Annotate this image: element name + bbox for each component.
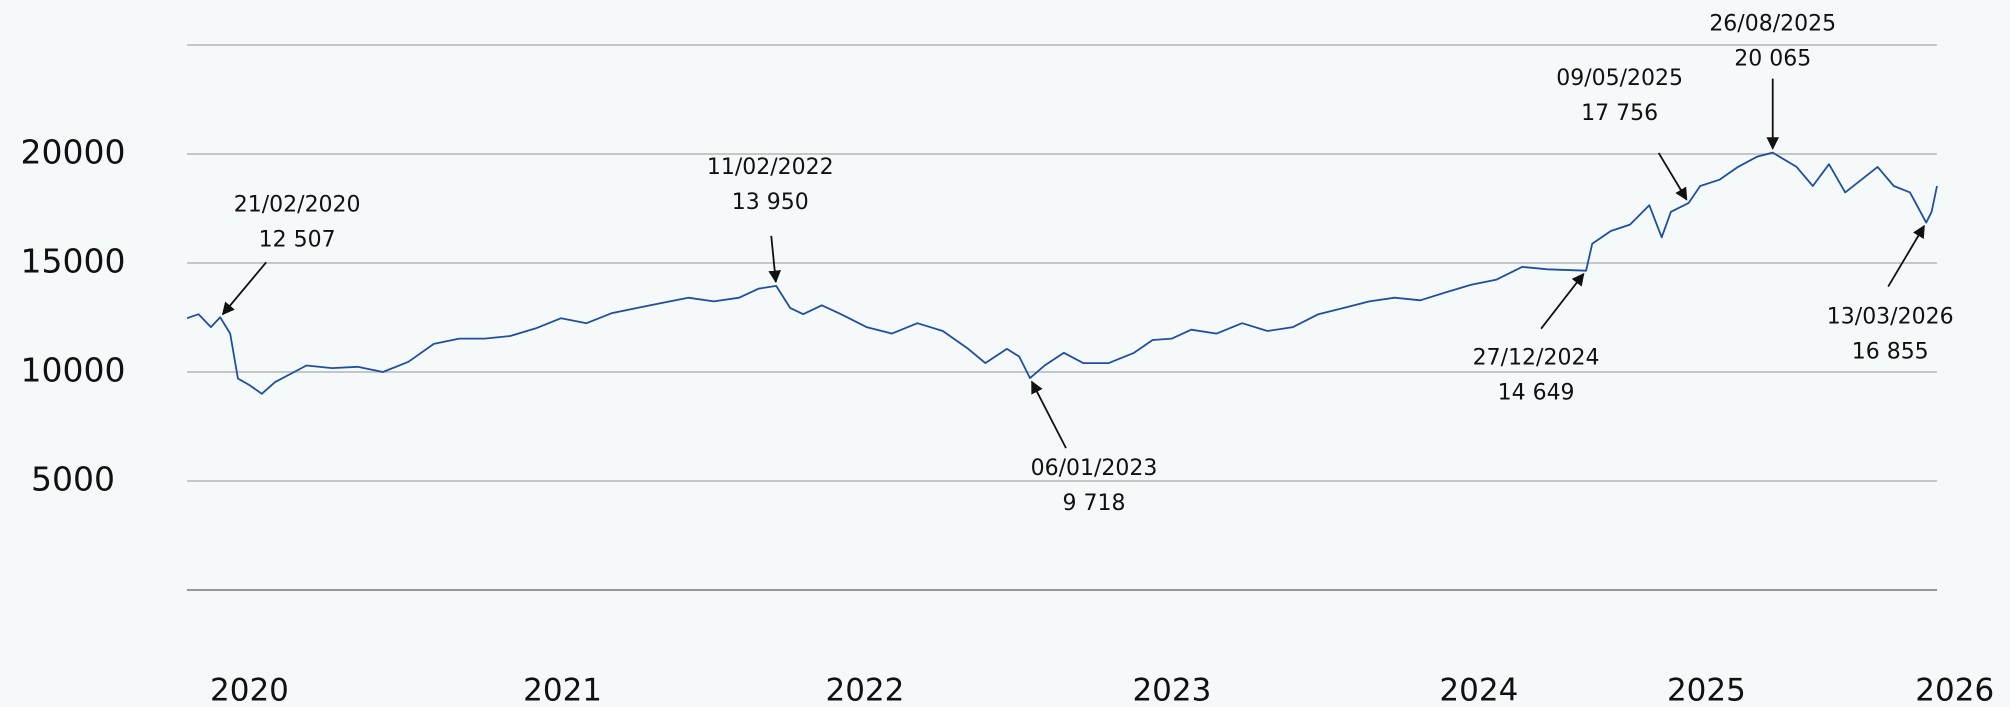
y-tick-label: 20000 <box>21 133 126 172</box>
annotation-date: 09/05/2025 <box>1556 66 1683 91</box>
x-tick-label: 2026 <box>1915 673 1994 707</box>
annotation-arrow <box>221 261 267 316</box>
annotation-date: 26/08/2025 <box>1709 12 1836 37</box>
annotation-arrow <box>1657 152 1688 201</box>
annotation-value: 13 950 <box>732 190 809 215</box>
annotation-arrow <box>1887 224 1925 288</box>
annotation-arrow <box>1540 272 1585 330</box>
x-tick-label: 2024 <box>1439 673 1518 707</box>
x-tick-label: 2023 <box>1132 673 1211 707</box>
annotation-date: 06/01/2023 <box>1031 456 1158 481</box>
annotation-arrow <box>1031 380 1067 449</box>
annotation-date: 27/12/2024 <box>1473 346 1600 371</box>
annotation-date: 13/03/2026 <box>1827 305 1954 330</box>
x-tick-label: 2020 <box>210 673 289 707</box>
data-line <box>186 151 1938 395</box>
x-tick-label: 2021 <box>523 673 602 707</box>
annotation-value: 17 756 <box>1581 101 1658 126</box>
annotation-value: 14 649 <box>1498 381 1575 406</box>
y-tick-label: 5000 <box>31 460 115 499</box>
annotation-arrow <box>768 235 781 284</box>
x-tick-label: 2022 <box>825 673 904 707</box>
annotation-value: 12 507 <box>259 227 336 252</box>
annotation-date: 11/02/2022 <box>707 155 834 180</box>
annotation-value: 16 855 <box>1852 340 1929 365</box>
annotation-value: 20 065 <box>1734 47 1811 72</box>
annotation-value: 9 718 <box>1063 491 1126 516</box>
annotation-date: 21/02/2020 <box>234 192 361 217</box>
x-tick-label: 2025 <box>1667 673 1746 707</box>
y-tick-label: 15000 <box>21 242 126 281</box>
y-tick-label: 10000 <box>21 351 126 390</box>
